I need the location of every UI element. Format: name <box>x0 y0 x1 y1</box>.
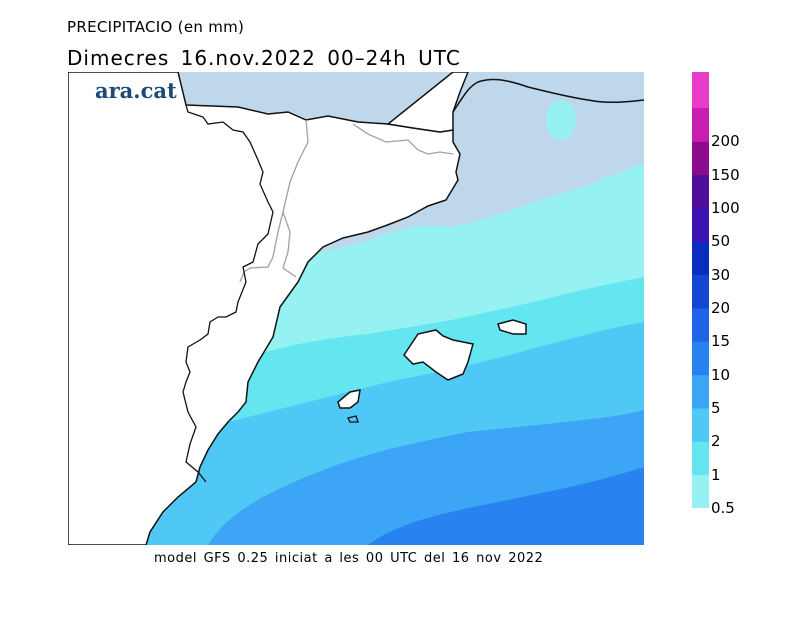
legend-label-5: 5 <box>711 399 721 417</box>
island-ibiza <box>337 389 361 409</box>
legend-swatch-200 <box>692 108 709 142</box>
coast-provence <box>452 78 644 113</box>
legend-label-1: 1 <box>711 465 721 484</box>
island-formentera <box>347 415 359 423</box>
legend-label-50: 50 <box>711 232 731 251</box>
precip-ne-blob2 <box>600 176 618 188</box>
legend-swatch-30 <box>692 241 709 276</box>
precipitation-map <box>68 72 644 545</box>
island-cabrera <box>475 319 485 325</box>
legend-swatch-20 <box>692 274 709 309</box>
legend-swatch-2 <box>692 408 709 442</box>
legend-swatch-50 <box>692 208 709 242</box>
legend-colorbar <box>692 72 709 508</box>
precip-ne-blob3 <box>634 196 644 204</box>
logo[interactable]: ara.cat <box>95 78 177 103</box>
model-footer: model GFS 0.25 iniciat a les 00 UTC del … <box>154 551 544 566</box>
legend-label-100: 100 <box>711 199 740 217</box>
legend-swatch-1 <box>692 441 709 476</box>
legend-label-2: 2 <box>711 432 721 451</box>
legend-label-15: 15 <box>711 332 731 351</box>
legend-label-150: 150 <box>711 165 740 184</box>
precip-band-10 <box>368 467 644 545</box>
legend-swatch-15 <box>692 308 709 342</box>
map-title: PRECIPITACIO (en mm) <box>67 18 245 36</box>
coast-inner <box>182 104 274 483</box>
border-lines <box>239 119 454 283</box>
island-menorca <box>497 319 527 335</box>
legend-label-30: 30 <box>711 265 731 284</box>
precip-ne-blob <box>546 100 576 140</box>
legend-swatch-10 <box>692 341 709 376</box>
legend-label-10: 10 <box>711 365 731 384</box>
land-france <box>386 72 469 133</box>
legend-swatch-100 <box>692 174 709 209</box>
legend-swatch-5 <box>692 374 709 409</box>
legend-label-0.5: 0.5 <box>711 499 735 517</box>
legend-label-20: 20 <box>711 299 731 317</box>
legend-top-swatch <box>692 72 709 108</box>
island-mallorca <box>403 329 474 381</box>
map-subtitle: Dimecres 16.nov.2022 00–24h UTC <box>67 46 461 70</box>
legend-swatch-150 <box>692 141 709 176</box>
legend-swatch-0.5 <box>692 474 709 508</box>
legend-label-200: 200 <box>711 132 740 151</box>
